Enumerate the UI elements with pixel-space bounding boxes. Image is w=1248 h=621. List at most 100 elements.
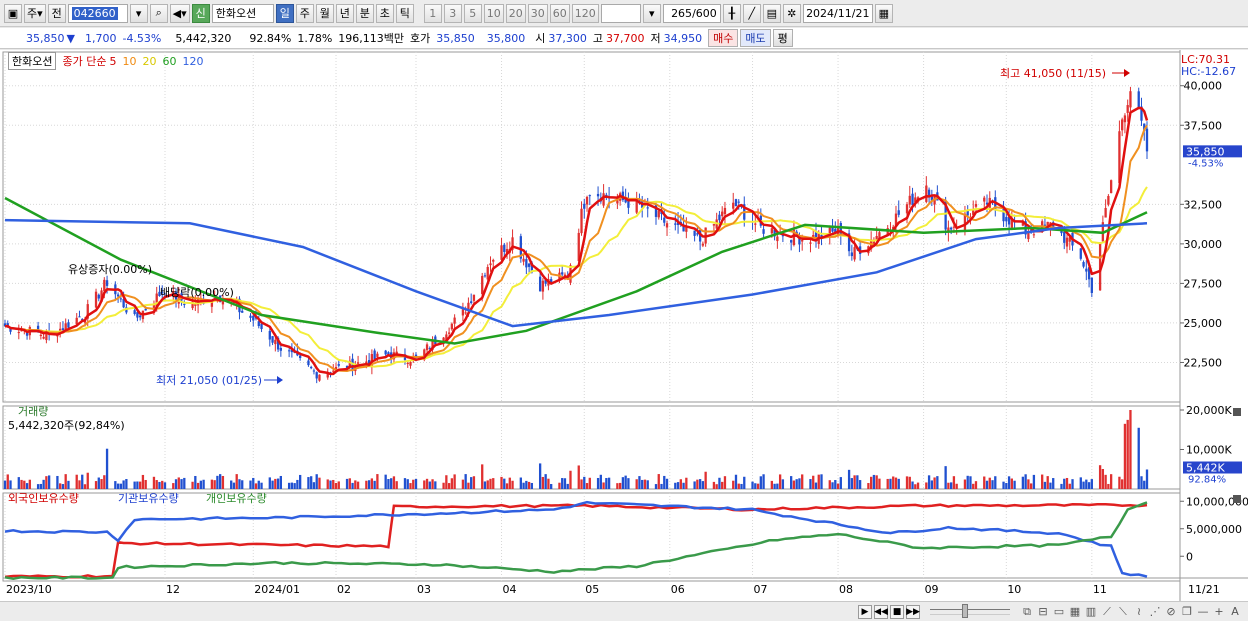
candle-body [925,185,928,202]
candle-body [20,330,23,332]
trend2-icon[interactable]: ⟍ [1119,604,1127,618]
interval-120-button[interactable]: 120 [571,3,599,23]
volume-bar [737,483,740,489]
volume-bar [1002,481,1005,489]
period-second-tab[interactable]: 초 [375,3,394,23]
low-label: 저 [650,32,661,45]
eval-button[interactable]: 평 [772,29,793,47]
interval-5-button[interactable]: 5 [463,3,482,23]
volume-bar [1098,465,1102,489]
candle-body [105,280,109,286]
interval-60-button[interactable]: 60 [549,3,570,23]
gear-icon[interactable]: ✲ [782,3,801,23]
split-icon[interactable]: ⊟ [1038,605,1048,618]
bar-count-field[interactable]: 265/600 [662,3,721,23]
interval-custom-select[interactable] [600,3,641,23]
volume-bar [599,474,602,489]
legend-stock-name[interactable]: 한화오션 [8,52,57,70]
candle-body [544,278,547,284]
candle-body [136,312,139,318]
volume-bar [886,478,889,489]
period-tick-tab[interactable]: 틱 [395,3,414,23]
volume-bar [856,475,859,489]
interval-dropdown-button[interactable]: ▾ [642,3,661,23]
candle-body [1043,224,1047,226]
zoom-slider[interactable] [930,603,1010,618]
pattern-icon[interactable]: ⋰ [1149,605,1161,618]
prev-button[interactable]: 전 [47,3,66,23]
window-icon[interactable]: ▣ [4,3,22,23]
date-field[interactable]: 2024/11/21 [802,3,873,23]
period-month-tab[interactable]: 월 [315,3,334,23]
period-minute-tab[interactable]: 분 [355,3,374,23]
interval-20-button[interactable]: 20 [505,3,526,23]
volume-bar [778,474,782,489]
volume-bar [801,474,804,489]
code-dropdown-button[interactable]: ▾ [129,3,148,23]
legend-ma20: 20 [142,54,157,68]
grid-icon[interactable]: ▦ [1069,605,1081,618]
interval-3-button[interactable]: 3 [443,3,462,23]
zigzag-icon[interactable]: ≀ [1136,605,1142,618]
period-year-tab[interactable]: 년 [335,3,354,23]
price-change: 1,700 [84,31,117,45]
holding-pane: 외국인보유수량 기관보유수량 개인보유수량 [4,492,1148,580]
compare-icon[interactable]: ⊘ [1166,605,1176,618]
period-week-tab[interactable]: 주 [295,3,314,23]
candle-body [155,293,158,309]
chart-area[interactable]: 최고 41,050 (11/15) 최저 21,050 (01/25) 유상증자(0… [0,50,1248,602]
calendar-icon[interactable]: ▦ [874,3,893,23]
layout-icon[interactable]: ⧉ [1023,604,1031,618]
volume-ratio: 92.84% [249,31,292,45]
window-icon-2[interactable]: ▭ [1053,605,1065,618]
stock-code-input[interactable]: 042660 [67,3,128,23]
volume-bar [762,474,765,489]
zoom-slider-thumb[interactable] [962,603,968,618]
chart-svg[interactable]: 최고 41,050 (11/15) 최저 21,050 (01/25) 유상증자(0… [0,50,1248,602]
holding-line-1 [4,500,1148,578]
volume-bar [1085,479,1088,489]
font-icon[interactable]: A [1231,605,1239,618]
sell-button[interactable]: 매도 [740,29,771,47]
volume-bar [541,476,545,489]
period-day-tab[interactable]: 일 [275,3,294,23]
volume-bar [1013,480,1016,489]
candle-icon[interactable]: ╂ [722,3,741,23]
zoom-out-icon[interactable]: — [1197,605,1209,618]
speaker-icon[interactable]: ◀▾ [169,3,190,23]
search-icon[interactable]: ⌕ [149,3,168,23]
save-icon[interactable]: ▤ [762,3,781,23]
candle-body [221,299,225,305]
volume-bar [315,474,318,489]
volume-bar [583,476,586,489]
price-tick-label: 22,500 [1184,356,1223,369]
volume-bar [221,475,225,489]
lc-label: LC:70.31 [1181,53,1230,66]
stock-name-field[interactable]: 한화오션 [211,3,274,23]
zoom-in-icon[interactable]: + [1214,605,1224,618]
candle-body [527,263,531,267]
candle-body [541,280,545,292]
volume-bar [45,476,48,489]
fast-forward-icon[interactable]: ▶▶ [906,604,920,619]
volume-bar [486,480,489,489]
copy-icon[interactable]: ❐ [1182,605,1192,618]
scroll-right-icon[interactable]: ▶ [858,604,872,619]
buy-button[interactable]: 매수 [708,29,739,47]
interval-1-button[interactable]: 1 [423,3,442,23]
type-select[interactable]: 주 ▾ [24,3,46,23]
draw-icon[interactable]: ╱ [742,3,761,23]
bar-chart-icon[interactable]: ▥ [1085,605,1097,618]
candle-body [59,328,62,332]
volume-bar [279,475,282,489]
volume-bar [894,477,898,489]
interval-30-button[interactable]: 30 [527,3,548,23]
volume-bar [296,479,299,489]
interval-10-button[interactable]: 10 [483,3,504,23]
trend-icon[interactable]: ⟋ [1103,604,1111,618]
candle-body [279,348,282,351]
volume-bar [1024,474,1027,489]
candle-body [81,319,84,321]
rewind-icon[interactable]: ◀◀ [874,604,888,619]
stop-icon[interactable]: ■ [890,604,904,619]
